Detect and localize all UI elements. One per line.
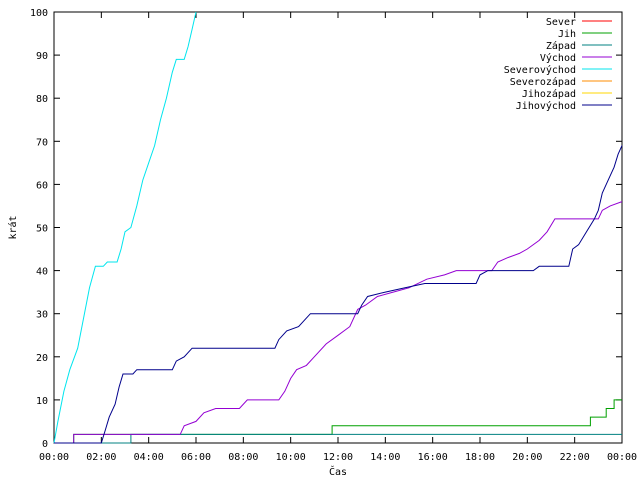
series-line-Jih: [54, 399, 622, 444]
x-tick-label: 22:00: [560, 452, 590, 463]
x-tick-label: 18:00: [465, 452, 495, 463]
x-tick-label: 08:00: [228, 452, 258, 463]
x-tick-label: 14:00: [370, 452, 400, 463]
x-tick-label: 00:00: [39, 452, 69, 463]
legend-label: Jih: [558, 29, 576, 40]
series-lines: [53, 11, 623, 444]
y-tick-label: 60: [36, 180, 48, 191]
x-tick-label: 06:00: [181, 452, 211, 463]
series-line-Severovýchod: [53, 11, 197, 444]
y-tick-label: 70: [36, 137, 48, 148]
y-axis-title: krát: [7, 215, 19, 239]
x-tick-label: 00:00: [607, 452, 637, 463]
series-line-Východ: [54, 201, 623, 444]
legend-label: Sever: [546, 17, 576, 28]
y-tick-label: 30: [36, 310, 48, 321]
x-tick-label: 20:00: [512, 452, 542, 463]
legend: SeverJihZápadVýchodSeverovýchodSeverozáp…: [504, 17, 612, 112]
legend-label: Severovýchod: [504, 64, 576, 76]
legend-label: Severozápad: [510, 76, 576, 88]
x-axis: 00:00 02:00 04:00 06:00 08:00 10:00 12:00 14:00…: [39, 12, 637, 463]
y-tick-label: 50: [36, 224, 48, 235]
y-tick-label: 20: [36, 353, 48, 364]
series-line-Jihovýchod: [54, 145, 623, 444]
x-tick-label: 04:00: [134, 452, 164, 463]
legend-label: Západ: [546, 40, 576, 52]
legend-label: Jihozápad: [522, 88, 576, 100]
x-axis-title: Čas: [329, 465, 347, 478]
x-tick-label: 10:00: [276, 452, 306, 463]
legend-label: Jihovýchod: [516, 100, 576, 112]
y-tick-label: 80: [36, 94, 48, 105]
x-tick-label: 12:00: [323, 452, 353, 463]
y-tick-label: 100: [30, 8, 48, 19]
legend-label: Východ: [540, 52, 576, 64]
y-tick-label: 90: [36, 51, 48, 62]
y-tick-label: 40: [36, 267, 48, 278]
x-tick-label: 16:00: [418, 452, 448, 463]
y-tick-label: 10: [36, 396, 48, 407]
y-tick-label: 0: [42, 439, 48, 450]
x-tick-label: 02:00: [86, 452, 116, 463]
